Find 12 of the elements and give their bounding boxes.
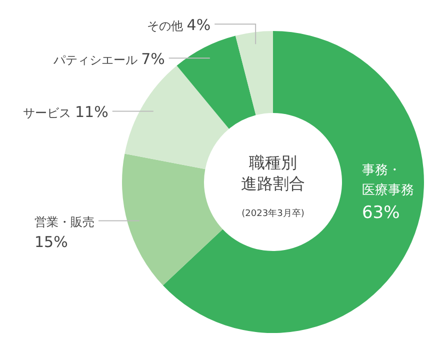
text: 職種別進路割合 (241, 153, 305, 193)
data-label: 7% (141, 50, 165, 68)
slice-label: パティシエール (52, 53, 142, 68)
slice-label: 事務・医療事務 (362, 163, 414, 198)
slice-label: サービス (23, 106, 76, 120)
slice-label: その他 (146, 19, 187, 34)
data-label: 15% (34, 232, 68, 251)
data-label: 11% (75, 103, 108, 122)
text: (2023年3月卒) (242, 208, 304, 219)
data-label: 4% (186, 16, 211, 34)
slice-label: 営業・販売 (34, 214, 95, 229)
data-label: 63% (362, 203, 400, 223)
